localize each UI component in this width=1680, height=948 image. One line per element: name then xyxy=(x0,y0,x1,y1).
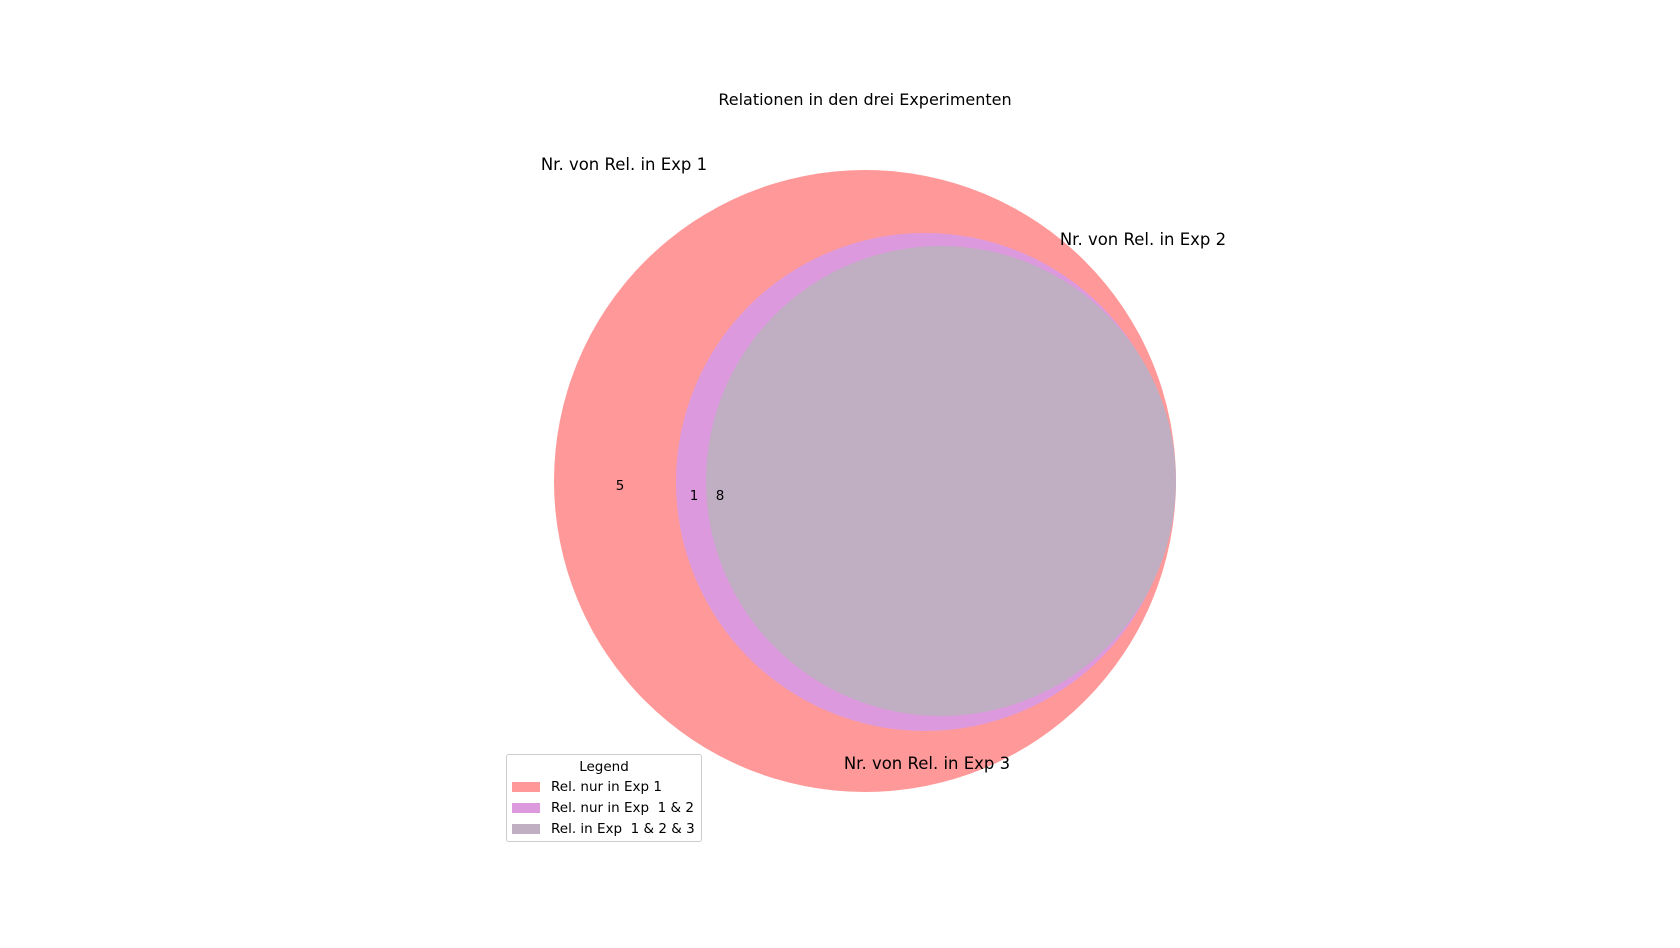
diagram-title: Relationen in den drei Experimenten xyxy=(718,90,1011,109)
region-count-only-exp1: 5 xyxy=(616,478,625,494)
legend-item: Rel. in Exp 1 & 2 & 3 xyxy=(512,821,695,837)
set-label-exp1: Nr. von Rel. in Exp 1 xyxy=(541,155,707,174)
set-label-exp2: Nr. von Rel. in Exp 2 xyxy=(1060,230,1226,249)
legend-item-label: Rel. nur in Exp 1 & 2 xyxy=(551,800,694,816)
legend-swatch xyxy=(512,803,540,813)
set-circle-exp3 xyxy=(706,246,1176,716)
legend-item: Rel. nur in Exp 1 xyxy=(512,779,662,795)
region-count-only-exp1-2: 1 xyxy=(690,488,699,504)
region-count-all-three: 8 xyxy=(716,488,725,504)
set-label-exp3: Nr. von Rel. in Exp 3 xyxy=(844,754,1010,773)
legend-swatch xyxy=(512,782,540,792)
legend-item-label: Rel. nur in Exp 1 xyxy=(551,779,662,795)
legend: Legend Rel. nur in Exp 1 Rel. nur in Exp… xyxy=(506,754,702,842)
legend-item: Rel. nur in Exp 1 & 2 xyxy=(512,800,694,816)
legend-item-label: Rel. in Exp 1 & 2 & 3 xyxy=(551,821,695,837)
legend-title: Legend xyxy=(579,759,629,775)
legend-swatch xyxy=(512,824,540,834)
